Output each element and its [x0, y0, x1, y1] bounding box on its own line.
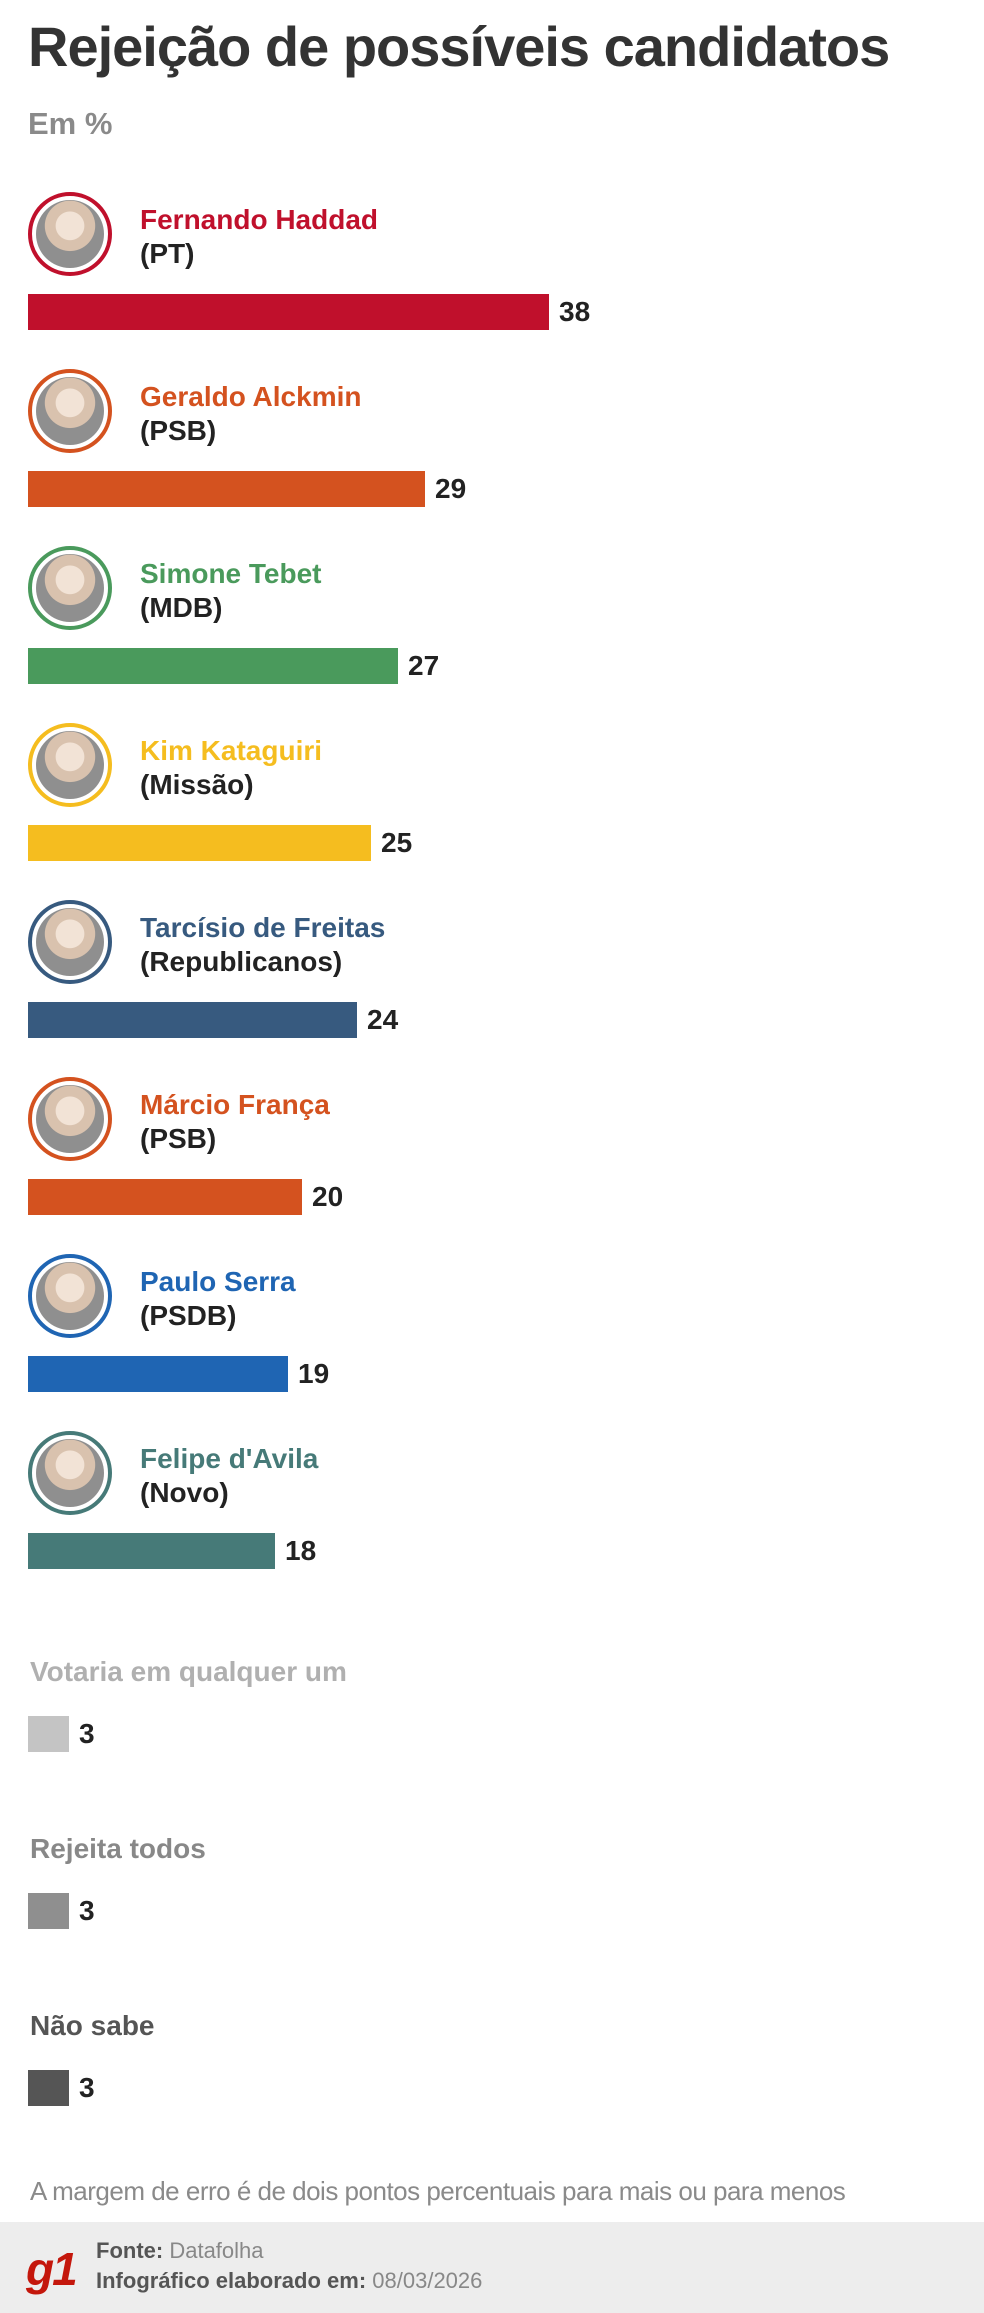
candidate-party: (PSDB): [140, 1300, 237, 1331]
bar: [28, 471, 425, 507]
source-line: Fonte: Datafolha: [96, 2238, 264, 2264]
photo-placeholder: [36, 377, 104, 445]
candidate-party: (PT): [140, 238, 195, 269]
photo-placeholder: [36, 1085, 104, 1153]
bar-value-label: 29: [435, 473, 467, 504]
other-label: Votaria em qualquer um: [30, 1656, 347, 1687]
chart-subtitle: Em %: [28, 106, 113, 141]
candidate-party: (Missão): [140, 769, 254, 800]
candidate-party: (Novo): [140, 1477, 229, 1508]
bar-value-label: 18: [285, 1535, 317, 1566]
bar: [28, 1356, 288, 1392]
bar: [28, 1893, 69, 1929]
candidate-party: (PSB): [140, 1123, 217, 1154]
candidate-photo: [28, 1431, 112, 1515]
bar-value-label: 3: [79, 1718, 95, 1749]
photo-placeholder: [36, 731, 104, 799]
other-label: Rejeita todos: [30, 1833, 206, 1864]
bar-value-label: 20: [312, 1181, 344, 1212]
date-line: Infográfico elaborado em: 08/03/2026: [96, 2268, 482, 2294]
photo-placeholder: [36, 908, 104, 976]
candidate-photo: [28, 192, 112, 276]
bar-value-label: 25: [381, 827, 413, 858]
photo-placeholder: [36, 554, 104, 622]
candidate-name: Tarcísio de Freitas: [140, 912, 386, 943]
photo-placeholder: [36, 1439, 104, 1507]
bar: [28, 1002, 357, 1038]
candidate-name: Felipe d'Avila: [140, 1443, 319, 1474]
bar: [28, 825, 371, 861]
bar-value-label: 3: [79, 2072, 95, 2103]
bar-value-label: 24: [367, 1004, 399, 1035]
bar: [28, 1533, 275, 1569]
photo-placeholder: [36, 200, 104, 268]
candidate-party: (MDB): [140, 592, 223, 623]
g1-logo: g1: [26, 2243, 78, 2295]
candidate-photo: [28, 723, 112, 807]
candidate-photo: [28, 369, 112, 453]
candidate-photo: [28, 1254, 112, 1338]
date-value: 08/03/2026: [372, 2268, 483, 2293]
bar-value-label: 19: [298, 1358, 330, 1389]
candidate-party: (Republicanos): [140, 946, 343, 977]
candidate-photo: [28, 546, 112, 630]
bar: [28, 1179, 302, 1215]
candidate-name: Geraldo Alckmin: [140, 381, 362, 412]
candidate-photo: [28, 1077, 112, 1161]
chart-title: Rejeição de possíveis candidatos: [28, 15, 890, 78]
bar-value-label: 27: [408, 650, 440, 681]
candidate-name: Fernando Haddad: [140, 204, 379, 235]
bar-value-label: 38: [559, 296, 591, 327]
bar: [28, 648, 398, 684]
margin-of-error-note: A margem de erro é de dois pontos percen…: [30, 2176, 846, 2206]
bar-value-label: 3: [79, 1895, 95, 1926]
candidate-name: Paulo Serra: [140, 1266, 296, 1297]
candidate-photo: [28, 900, 112, 984]
source-label: Fonte:: [96, 2238, 164, 2263]
date-label: Infográfico elaborado em:: [96, 2268, 367, 2293]
bar: [28, 1716, 69, 1752]
candidate-party: (PSB): [140, 415, 217, 446]
bar: [28, 294, 549, 330]
bar: [28, 2070, 69, 2106]
source-value: Datafolha: [169, 2238, 264, 2263]
other-label: Não sabe: [30, 2010, 155, 2041]
footer: g1 Fonte: Datafolha Infográfico elaborad…: [0, 2222, 984, 2313]
candidate-name: Kim Kataguiri: [140, 735, 323, 766]
candidate-name: Márcio França: [140, 1089, 330, 1120]
candidate-name: Simone Tebet: [140, 558, 322, 589]
photo-placeholder: [36, 1262, 104, 1330]
